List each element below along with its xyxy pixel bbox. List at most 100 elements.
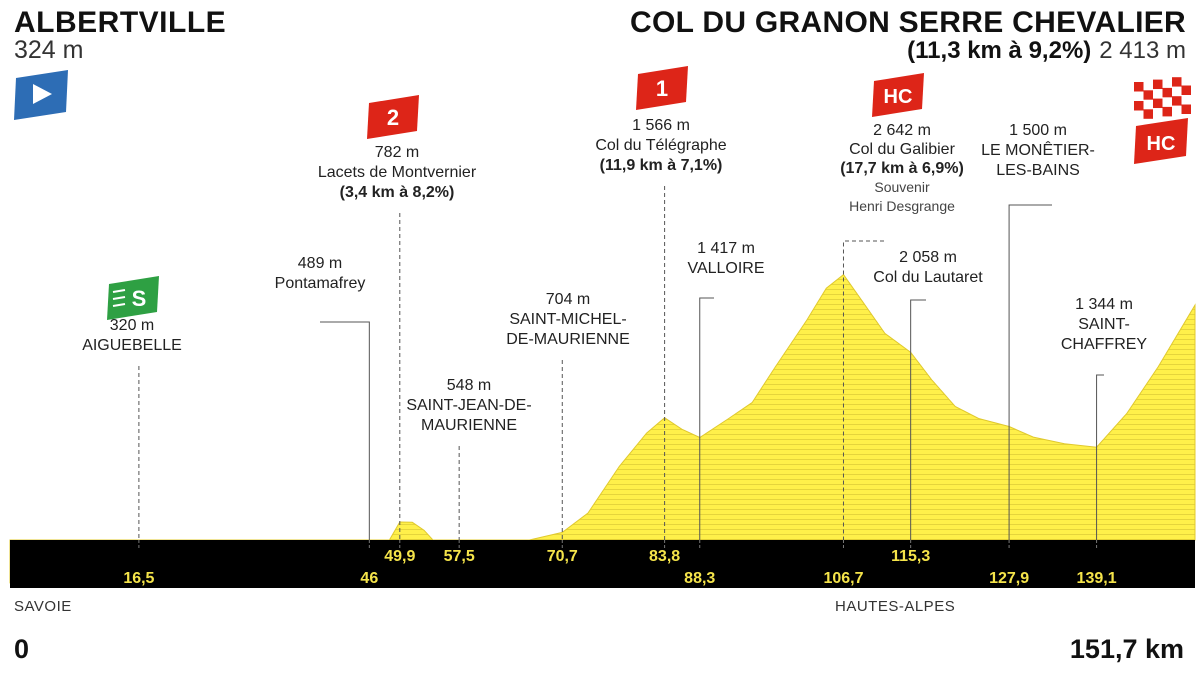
checker-square [1181,95,1191,105]
badge-text: HC [884,86,913,108]
sprint-icon: S [107,276,159,320]
annotation-text: 1 344 m [1075,296,1133,313]
start-altitude: 324 m [14,36,84,64]
checker-square [1172,105,1182,116]
start-arrow-shape [33,84,52,104]
leader-line [842,240,884,540]
checker-square [1162,106,1172,117]
checker-square [1162,97,1172,107]
finish-altitude: 2 413 m [1099,37,1186,64]
km-end-label: 151,7 km [1069,634,1184,664]
checker-square [1134,101,1144,111]
checker-square [1181,85,1191,95]
badge-text: 1 [656,76,668,101]
speed-line [112,296,126,300]
region-left-label: SAVOIE [14,598,72,615]
checker-square [1143,90,1153,100]
finish-badge-text: HC [1147,133,1176,155]
km-marker-label: 115,3 [891,548,930,565]
checker-square [1143,109,1153,119]
climb-category-badge: HC [872,73,924,117]
checker-square [1134,91,1144,101]
leader-line [699,297,714,540]
km-marker-label: 16,5 [123,570,154,587]
annotation-text: 2 058 m [899,249,957,266]
leader-line [1008,204,1052,540]
checker-square [1153,98,1163,109]
finish-subtitle: (11,3 km à 9,2%) 2 413 m [907,37,1186,65]
climb-category-badge: 2 [367,95,419,139]
badge-shape [107,276,159,320]
annotation-text: (17,7 km à 6,9%) [840,160,964,177]
annotation-text: 704 m [546,291,590,308]
annotation-text: Col du Lautaret [873,269,983,286]
annotation-text: SAINT-JEAN-DE- [406,397,531,414]
annotation-text: 489 m [298,255,342,272]
checker-square [1153,89,1163,99]
km-marker-label: 139,1 [1077,570,1117,587]
annotation-text: Souvenir [874,179,930,195]
annotation-text: (3,4 km à 8,2%) [340,184,455,201]
km-marker-label: 70,7 [547,548,578,565]
finish-badge-shape [1134,118,1188,164]
annotation-text: LE MONÊTIER- [981,140,1095,159]
checker-square [1172,77,1182,87]
annotation-text: CHAFFREY [1061,336,1148,353]
checker-square [1143,80,1153,91]
annotation-text: 548 m [447,377,491,394]
badge-shape [636,66,688,110]
checker-square [1162,78,1172,88]
km-marker-label: 57,5 [444,548,475,565]
checkered-flag-icon [1134,76,1191,120]
annotation-text: 1 500 m [1009,122,1067,139]
badge-text: S [132,286,147,311]
annotation-text: 782 m [375,144,419,161]
leader-line [320,321,370,540]
speed-line [112,303,126,307]
km-marker-label: 88,3 [684,570,715,587]
annotation-text: 1 417 m [697,240,755,257]
km-marker-label: 49,9 [384,548,415,565]
start-name: ALBERTVILLE [14,6,227,39]
annotation-text: 1 566 m [632,117,690,134]
annotation-text: (11,9 km à 7,1%) [600,157,723,174]
annotation-text: Lacets de Montvernier [318,164,477,181]
checker-square [1162,87,1172,98]
badge-text: 2 [387,105,399,130]
checker-square [1143,99,1153,110]
km-marker-label: 83,8 [649,548,680,565]
checker-square [1181,104,1191,114]
annotation-text: Henri Desgrange [849,198,955,214]
distance-axis-band [10,540,1195,588]
speed-line [112,289,126,293]
annotation-text: DE-MAURIENNE [506,331,630,348]
badge-shape [872,73,924,117]
km-marker-label: 46 [360,570,378,587]
annotation-text: SAINT- [1078,316,1130,333]
leader-line [1096,374,1104,540]
badge-shape [367,95,419,139]
finish-climb: (11,3 km à 9,2%) [907,37,1092,64]
finish-name: COL DU GRANON SERRE CHEVALIER [630,6,1186,39]
checker-square [1134,82,1144,92]
checker-square [1172,86,1182,97]
annotation-text: VALLOIRE [687,260,764,277]
climb-category-badge: 1 [636,66,688,110]
annotation-text: LES-BAINS [996,162,1080,179]
km-start-label: 0 [14,634,30,664]
checker-square [1134,110,1144,120]
region-right-label: HAUTES-ALPES [835,598,956,615]
annotation-text: SAINT-MICHEL- [509,311,626,328]
km-marker-label: 106,7 [823,570,863,587]
checker-square [1153,79,1163,90]
leader-line [910,299,926,540]
km-marker-label: 127,9 [989,570,1029,587]
annotation-text: Col du Galibier [849,141,956,158]
checker-square [1172,96,1182,106]
annotation-text: Pontamafrey [275,275,366,292]
annotation-text: 320 m [110,317,154,334]
finish-category-badge: HC [1134,118,1188,164]
start-flag-icon [14,70,68,120]
checker-square [1181,76,1191,86]
